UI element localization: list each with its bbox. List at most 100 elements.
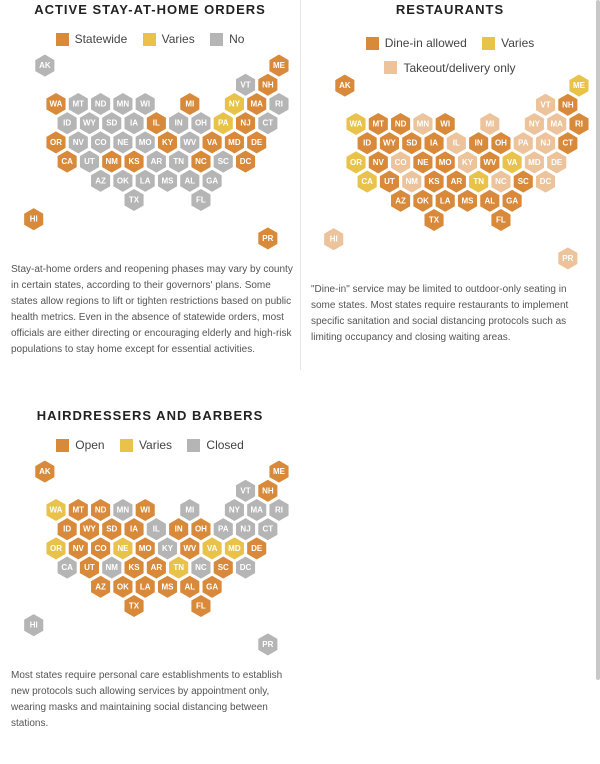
state-tile-tx[interactable]: TX — [123, 187, 145, 213]
state-tile-co[interactable]: CO — [90, 536, 112, 561]
state-tile-oh[interactable]: OH — [190, 517, 212, 542]
state-tile-wv[interactable]: WV — [179, 130, 201, 155]
state-tile-ia[interactable]: IA — [123, 111, 145, 136]
state-tile-me[interactable]: ME — [568, 73, 590, 98]
state-tile-tx[interactable]: TX — [423, 207, 445, 233]
state-tile-nm[interactable]: NM — [101, 555, 123, 580]
state-tile-ak[interactable]: AK — [34, 53, 56, 78]
state-tile-mi[interactable]: MI — [479, 111, 501, 137]
state-tile-de[interactable]: DE — [246, 536, 268, 561]
state-tile-wa[interactable]: WA — [345, 111, 367, 137]
state-tile-ct[interactable]: CT — [257, 111, 279, 136]
state-tile-tn[interactable]: TN — [168, 555, 190, 580]
state-tile-ny[interactable]: NY — [223, 91, 245, 117]
state-tile-ms[interactable]: MS — [156, 574, 179, 599]
state-tile-sd[interactable]: SD — [101, 517, 123, 542]
state-tile-de[interactable]: DE — [546, 150, 568, 175]
state-tile-fl[interactable]: FL — [190, 593, 212, 619]
state-tile-nh[interactable]: NH — [257, 478, 279, 503]
state-tile-wa[interactable]: WA — [45, 91, 67, 117]
state-tile-nc[interactable]: NC — [490, 169, 512, 194]
state-tile-ms[interactable]: MS — [156, 168, 179, 193]
state-tile-ia[interactable]: IA — [123, 517, 145, 542]
state-tile-nj[interactable]: NJ — [235, 111, 257, 136]
state-tile-co[interactable]: CO — [90, 130, 112, 155]
state-tile-az[interactable]: AZ — [90, 574, 112, 599]
state-tile-me[interactable]: ME — [268, 459, 290, 484]
state-tile-ia[interactable]: IA — [423, 131, 445, 156]
state-tile-nj[interactable]: NJ — [535, 131, 557, 156]
state-tile-nv[interactable]: NV — [367, 150, 389, 175]
state-tile-mo[interactable]: MO — [134, 536, 156, 561]
state-tile-il[interactable]: IL — [145, 111, 167, 136]
state-tile-hi[interactable]: HI — [23, 207, 45, 232]
state-tile-nc[interactable]: NC — [190, 149, 212, 174]
state-tile-ky[interactable]: KY — [156, 130, 179, 155]
state-tile-az[interactable]: AZ — [390, 188, 412, 213]
scrollbar[interactable] — [596, 0, 600, 680]
state-tile-va[interactable]: VA — [501, 150, 523, 175]
state-tile-pr[interactable]: PR — [257, 226, 279, 251]
state-tile-wy[interactable]: WY — [378, 131, 400, 156]
state-tile-co[interactable]: CO — [390, 150, 412, 175]
state-tile-ut[interactable]: UT — [78, 149, 100, 174]
state-tile-ga[interactable]: GA — [501, 188, 523, 213]
state-tile-mi[interactable]: MI — [179, 91, 201, 117]
state-tile-tx[interactable]: TX — [123, 593, 145, 619]
state-tile-id[interactable]: ID — [56, 517, 78, 542]
state-tile-mi[interactable]: MI — [179, 497, 201, 523]
state-tile-al[interactable]: AL — [179, 574, 201, 599]
state-tile-ma[interactable]: MA — [546, 111, 568, 137]
state-tile-wi[interactable]: WI — [434, 111, 456, 137]
state-tile-nm[interactable]: NM — [101, 149, 123, 174]
state-tile-in[interactable]: IN — [468, 131, 490, 156]
state-tile-ks[interactable]: KS — [123, 149, 145, 174]
state-tile-ar[interactable]: AR — [145, 555, 167, 580]
state-tile-pa[interactable]: PA — [212, 517, 234, 542]
state-tile-al[interactable]: AL — [479, 188, 501, 213]
state-tile-pa[interactable]: PA — [512, 131, 534, 156]
state-tile-md[interactable]: MD — [523, 150, 545, 175]
state-tile-nd[interactable]: ND — [390, 111, 412, 137]
state-tile-ar[interactable]: AR — [145, 149, 167, 174]
state-tile-vt[interactable]: VT — [235, 72, 257, 97]
state-tile-ca[interactable]: CA — [56, 149, 78, 174]
state-tile-wa[interactable]: WA — [45, 497, 67, 523]
state-tile-vt[interactable]: VT — [235, 478, 257, 503]
state-tile-mn[interactable]: MN — [112, 497, 134, 523]
state-tile-de[interactable]: DE — [246, 130, 268, 155]
state-tile-mn[interactable]: MN — [412, 111, 434, 137]
state-tile-or[interactable]: OR — [45, 130, 67, 155]
state-tile-sd[interactable]: SD — [401, 131, 423, 156]
state-tile-nv[interactable]: NV — [67, 130, 89, 155]
state-tile-ny[interactable]: NY — [523, 111, 545, 137]
state-tile-md[interactable]: MD — [223, 536, 245, 561]
state-tile-pa[interactable]: PA — [212, 111, 234, 136]
state-tile-me[interactable]: ME — [268, 53, 290, 78]
state-tile-mo[interactable]: MO — [134, 130, 156, 155]
state-tile-dc[interactable]: DC — [535, 169, 557, 194]
state-tile-ri[interactable]: RI — [268, 497, 290, 523]
state-tile-il[interactable]: IL — [145, 517, 167, 542]
state-tile-ok[interactable]: OK — [412, 188, 434, 213]
state-tile-ak[interactable]: AK — [34, 459, 56, 484]
state-tile-va[interactable]: VA — [201, 536, 223, 561]
state-tile-ut[interactable]: UT — [78, 555, 100, 580]
state-tile-ne[interactable]: NE — [112, 536, 134, 561]
state-tile-dc[interactable]: DC — [235, 149, 257, 174]
state-tile-id[interactable]: ID — [56, 111, 78, 136]
state-tile-tn[interactable]: TN — [468, 169, 490, 194]
state-tile-wv[interactable]: WV — [179, 536, 201, 561]
state-tile-vt[interactable]: VT — [535, 92, 557, 117]
state-tile-hi[interactable]: HI — [323, 227, 345, 252]
state-tile-al[interactable]: AL — [179, 168, 201, 193]
state-tile-wy[interactable]: WY — [78, 111, 100, 136]
state-tile-nd[interactable]: ND — [90, 497, 112, 523]
state-tile-or[interactable]: OR — [45, 536, 67, 561]
state-tile-ma[interactable]: MA — [246, 91, 268, 117]
state-tile-ca[interactable]: CA — [356, 169, 378, 194]
state-tile-nh[interactable]: NH — [257, 72, 279, 97]
state-tile-ar[interactable]: AR — [445, 169, 467, 194]
state-tile-nj[interactable]: NJ — [235, 517, 257, 542]
state-tile-ma[interactable]: MA — [246, 497, 268, 523]
